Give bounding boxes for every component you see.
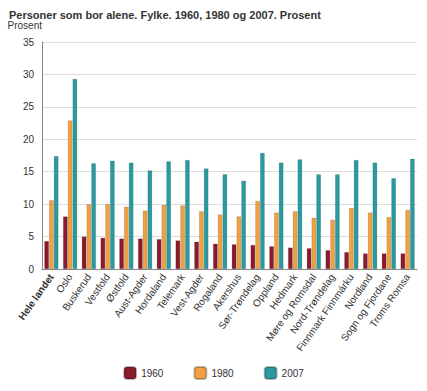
svg-text:Finnmark Finnmárku: Finnmark Finnmárku — [294, 271, 356, 354]
svg-text:0: 0 — [28, 264, 34, 275]
svg-text:Buskerud: Buskerud — [60, 271, 94, 313]
svg-text:5: 5 — [28, 231, 34, 242]
svg-text:Møre og Romsdal: Møre og Romsdal — [263, 271, 319, 344]
svg-text:Hedmark: Hedmark — [267, 271, 300, 312]
svg-text:35: 35 — [23, 37, 35, 48]
svg-text:Rogaland: Rogaland — [191, 271, 225, 314]
svg-text:Hele landet: Hele landet — [16, 271, 56, 322]
svg-text:Oppland: Oppland — [250, 271, 281, 310]
svg-text:10: 10 — [23, 199, 35, 210]
svg-text:1980: 1980 — [211, 368, 234, 379]
svg-text:Aust-Agder: Aust-Agder — [111, 271, 150, 320]
svg-text:Sør-Trøndelag: Sør-Trøndelag — [216, 271, 263, 332]
svg-text:Nord-Trøndelag: Nord-Trøndelag — [287, 271, 338, 336]
svg-text:20: 20 — [23, 134, 35, 145]
svg-text:2007: 2007 — [282, 368, 305, 379]
svg-text:15: 15 — [23, 166, 35, 177]
svg-text:Sogn og Fjordane: Sogn og Fjordane — [338, 271, 394, 344]
svg-text:Østfold: Østfold — [103, 271, 131, 305]
svg-text:Akershus: Akershus — [210, 271, 244, 313]
svg-text:Vestfold: Vestfold — [83, 272, 112, 307]
svg-text:30: 30 — [23, 69, 35, 80]
svg-text:Prosent: Prosent — [8, 20, 43, 31]
svg-text:Vest-Agder: Vest-Agder — [168, 271, 206, 319]
svg-text:1960: 1960 — [141, 368, 164, 379]
svg-text:Personer som bor alene. Fylke.: Personer som bor alene. Fylke. 1960, 198… — [9, 9, 321, 21]
svg-text:25: 25 — [23, 101, 35, 112]
svg-text:Telemark: Telemark — [154, 271, 188, 312]
svg-text:Hordaland: Hordaland — [132, 271, 169, 316]
svg-text:Troms Romsa: Troms Romsa — [367, 271, 412, 329]
svg-text:Oslo: Oslo — [53, 271, 75, 295]
svg-text:Nordland: Nordland — [342, 271, 375, 312]
